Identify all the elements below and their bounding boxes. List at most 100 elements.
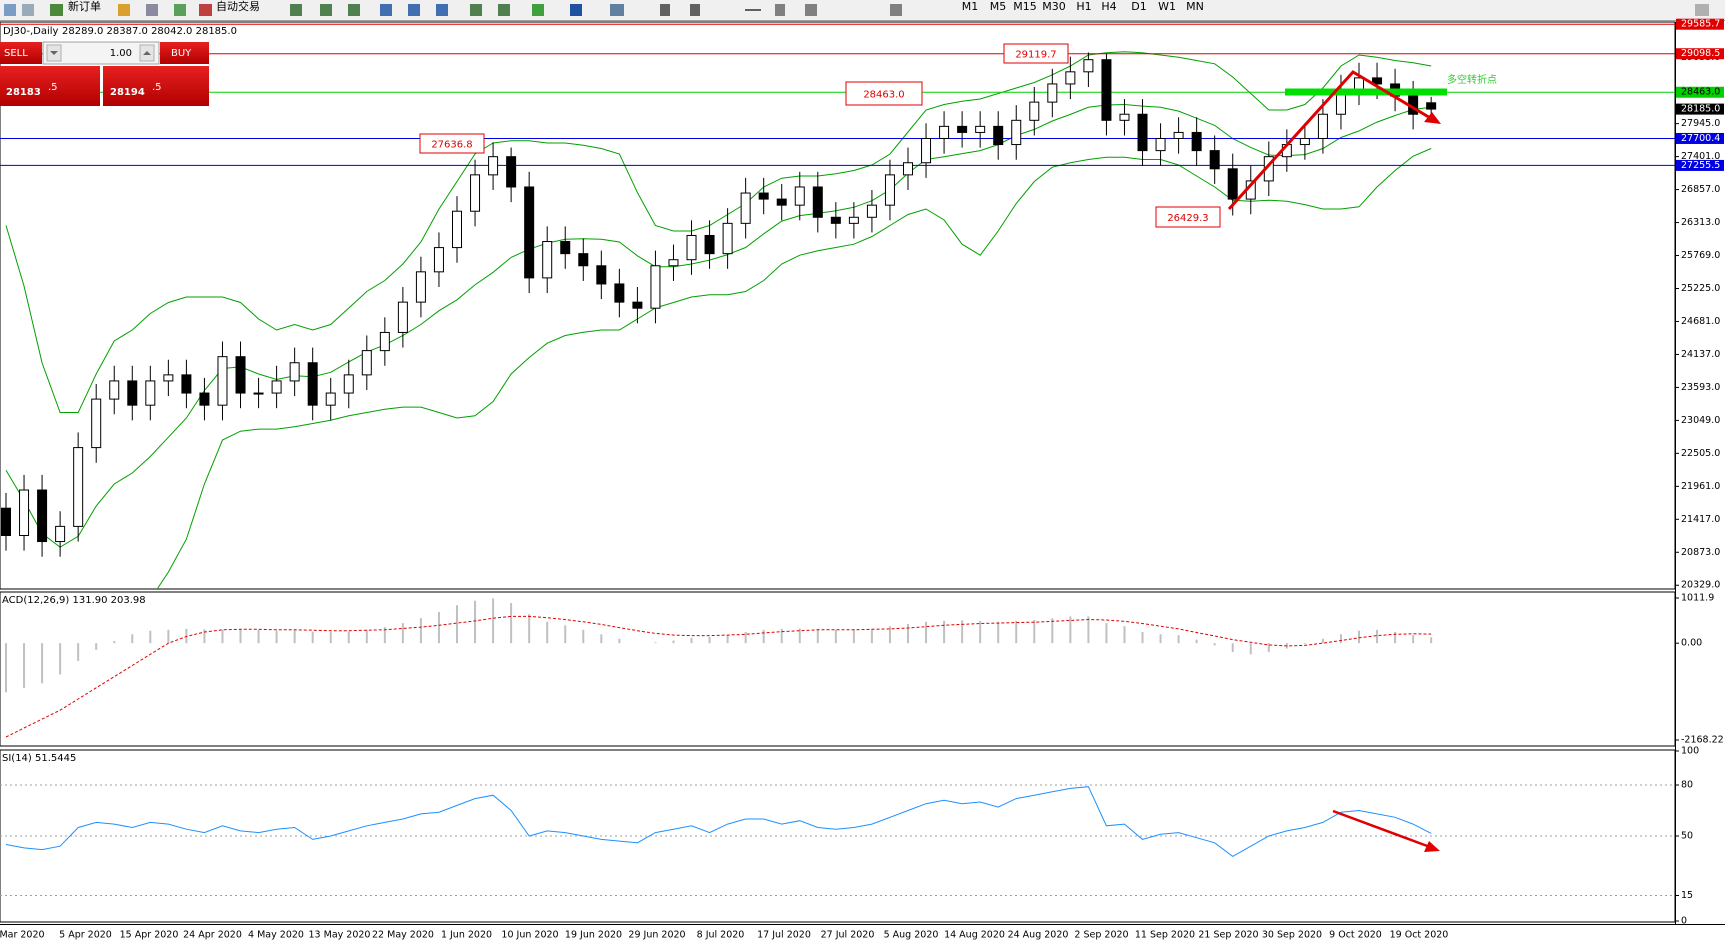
auto-trading-button[interactable]: 自动交易 [216, 0, 260, 13]
buy-price[interactable]: 28194 [110, 87, 145, 98]
icon[interactable] [498, 4, 510, 16]
candle-body [109, 380, 120, 400]
candle-body [1299, 137, 1310, 146]
timeframe-button[interactable]: H4 [1101, 0, 1116, 13]
level-tag [1676, 48, 1724, 60]
candle-body [1047, 83, 1058, 103]
icon[interactable] [290, 4, 302, 16]
candle-body [1227, 168, 1238, 200]
candle-body [1209, 150, 1220, 170]
buy-pip[interactable]: .5 [152, 82, 162, 93]
buy-button[interactable] [160, 42, 209, 64]
candle-body [181, 374, 192, 394]
x-tick-label: 19 Oct 2020 [1390, 930, 1449, 941]
x-tick-label: Mar 2020 [0, 930, 45, 941]
candle-body [1317, 113, 1328, 139]
candle-body [1426, 102, 1437, 110]
axes: 20329.0 20873.0 21417.0 21961.0 22505.0 23049… [0, 18, 1724, 941]
arrow [50, 51, 58, 55]
icon[interactable] [532, 4, 544, 16]
candle-body [632, 301, 643, 309]
timeframe-button[interactable]: H1 [1076, 0, 1091, 13]
timeframe-button[interactable]: D1 [1131, 0, 1146, 13]
lot-field[interactable] [42, 41, 160, 65]
y-tick-label: 50 [1681, 831, 1693, 842]
timeframe-button[interactable]: MN [1186, 0, 1204, 13]
icon[interactable] [436, 4, 448, 16]
icon[interactable] [146, 4, 158, 16]
x-tick-label: 10 Jun 2020 [501, 930, 558, 941]
candle-body [704, 234, 715, 255]
candle-body [19, 489, 30, 536]
candle-body [343, 374, 354, 394]
candle-body [596, 265, 607, 285]
icon[interactable] [380, 4, 392, 16]
y-tick-label: 0 [1681, 916, 1687, 927]
icon[interactable] [570, 4, 582, 16]
sell-button[interactable] [0, 42, 42, 64]
icon[interactable] [745, 9, 761, 11]
icon[interactable] [4, 4, 16, 16]
annotation-label: 27636.8 [431, 140, 472, 151]
sell-label[interactable]: SELL [4, 48, 28, 59]
icon[interactable] [174, 4, 186, 16]
icon[interactable] [690, 4, 700, 16]
icon[interactable] [775, 4, 785, 16]
icon[interactable] [348, 4, 360, 16]
icon[interactable] [408, 4, 420, 16]
icon[interactable] [805, 4, 817, 16]
candle-body [1191, 131, 1202, 152]
x-tick-label: 15 Apr 2020 [120, 930, 179, 941]
timeframe-button[interactable]: W1 [1158, 0, 1176, 13]
candle-body [253, 392, 264, 395]
candle-body [271, 380, 282, 394]
trade-panel: SELL 1.00 BUY 28183 .5 28194 .5 [0, 41, 209, 106]
timeframe-button[interactable]: M1 [962, 0, 979, 13]
icon[interactable] [320, 4, 332, 16]
icon[interactable] [610, 4, 624, 16]
candle-body [758, 192, 769, 200]
y-tick-label: 26857.0 [1681, 184, 1720, 195]
annotation-box [419, 133, 485, 154]
auto-trading-icon[interactable] [199, 4, 212, 16]
level-tag-label: 28463.0 [1681, 87, 1720, 98]
candle-body [488, 156, 499, 176]
timeframe-button[interactable]: M30 [1042, 0, 1066, 13]
candle-body [668, 259, 679, 267]
icon[interactable] [660, 4, 670, 16]
candle-body [921, 137, 932, 164]
icon[interactable] [1695, 4, 1709, 16]
y-tick-label: 22505.0 [1681, 448, 1720, 459]
sell-price-box[interactable] [0, 66, 100, 106]
candle-body [975, 125, 986, 133]
y-tick-label: 21417.0 [1681, 514, 1720, 525]
icon[interactable] [118, 4, 130, 16]
candle-body [830, 216, 841, 224]
x-tick-label: 1 Jun 2020 [441, 930, 492, 941]
buy-price-box[interactable] [103, 66, 209, 106]
buy-label[interactable]: BUY [171, 48, 192, 59]
new-order-icon[interactable] [50, 4, 63, 16]
timeframe-button[interactable]: M15 [1013, 0, 1037, 13]
icon[interactable] [22, 4, 34, 16]
icon[interactable] [890, 4, 902, 16]
x-tick-label: 19 Jun 2020 [565, 930, 622, 941]
candle-body [289, 362, 300, 382]
sell-price[interactable]: 28183 [6, 87, 41, 98]
macd-title: ACD(12,26,9) 131.90 203.98 [2, 595, 146, 606]
macd-plot [5, 598, 1433, 738]
lot-value[interactable]: 1.00 [110, 48, 132, 59]
candle-body [1065, 71, 1076, 85]
new-order-button[interactable]: 新订单 [68, 0, 101, 13]
candle-body [73, 447, 84, 527]
level-tag-label: 27700.4 [1681, 133, 1720, 144]
candle-body [55, 525, 66, 543]
icon[interactable] [470, 4, 482, 16]
candle-body [1372, 77, 1383, 85]
rsi-title: SI(14) 51.5445 [2, 753, 76, 764]
x-tick-label: 9 Oct 2020 [1329, 930, 1382, 941]
sell-pip[interactable]: .5 [48, 82, 58, 93]
candle-body [776, 198, 787, 206]
timeframe-button[interactable]: M5 [990, 0, 1007, 13]
